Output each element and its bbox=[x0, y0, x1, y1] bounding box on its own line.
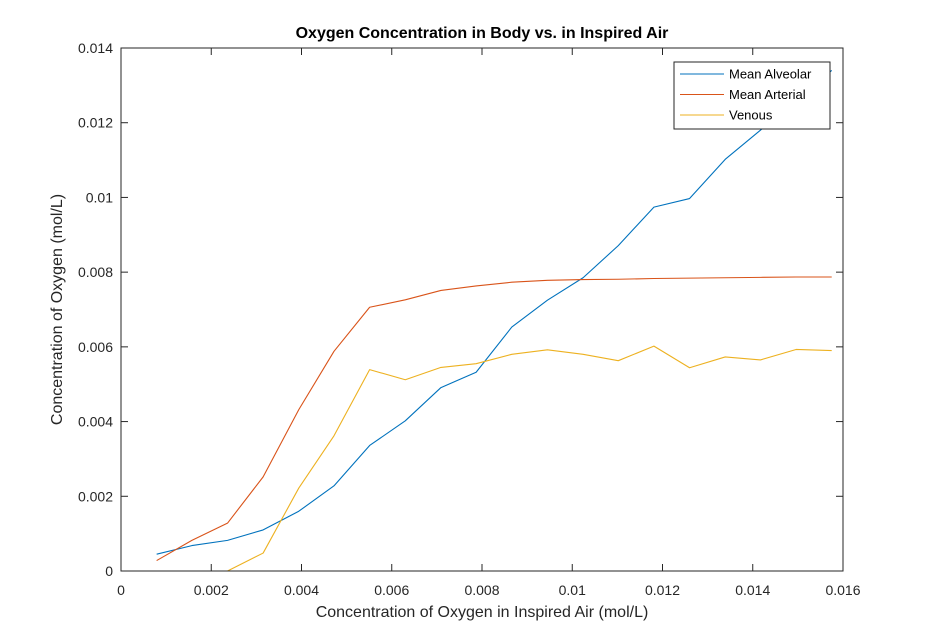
x-tick-label: 0.016 bbox=[825, 582, 860, 598]
x-tick-label: 0.002 bbox=[194, 582, 229, 598]
plot-area bbox=[121, 48, 843, 571]
y-tick-label: 0 bbox=[105, 563, 113, 579]
x-axis-label: Concentration of Oxygen in Inspired Air … bbox=[316, 604, 649, 621]
x-tick-label: 0.01 bbox=[559, 582, 586, 598]
x-tick-label: 0.004 bbox=[284, 582, 319, 598]
axes: 0 0.002 0.004 0.006 0.008 0.01 0.012 0.014 0.016… bbox=[78, 40, 861, 598]
series-layer bbox=[156, 69, 833, 571]
x-tick-label: 0.008 bbox=[464, 582, 499, 598]
y-tick-label: 0.01 bbox=[86, 189, 113, 205]
legend: Mean Alveolar Mean Arterial Venous bbox=[673, 61, 831, 130]
series-line-mean-arterial bbox=[156, 276, 832, 562]
x-tick-label: 0 bbox=[117, 582, 125, 598]
y-tick-label: 0.008 bbox=[78, 264, 113, 280]
y-axis-label: Concentration of Oxygen (mol/L) bbox=[49, 194, 66, 425]
legend-label: Venous bbox=[729, 108, 773, 123]
legend-label: Mean Arterial bbox=[729, 87, 806, 102]
legend-box bbox=[673, 61, 831, 130]
chart-title: Oxygen Concentration in Body vs. in Insp… bbox=[296, 25, 669, 42]
y-tick-label: 0.014 bbox=[78, 40, 113, 56]
y-tick-label: 0.012 bbox=[78, 115, 113, 131]
y-tick-label: 0.002 bbox=[78, 488, 113, 504]
y-tick-label: 0.004 bbox=[78, 414, 113, 430]
series-line-mean-alveolar bbox=[156, 69, 833, 555]
series-line-venous bbox=[156, 345, 832, 571]
x-tick-label: 0.006 bbox=[374, 582, 409, 598]
x-tick-label: 0.014 bbox=[735, 582, 770, 598]
legend-label: Mean Alveolar bbox=[729, 67, 812, 82]
x-tick-label: 0.012 bbox=[645, 582, 680, 598]
y-tick-label: 0.006 bbox=[78, 339, 113, 355]
